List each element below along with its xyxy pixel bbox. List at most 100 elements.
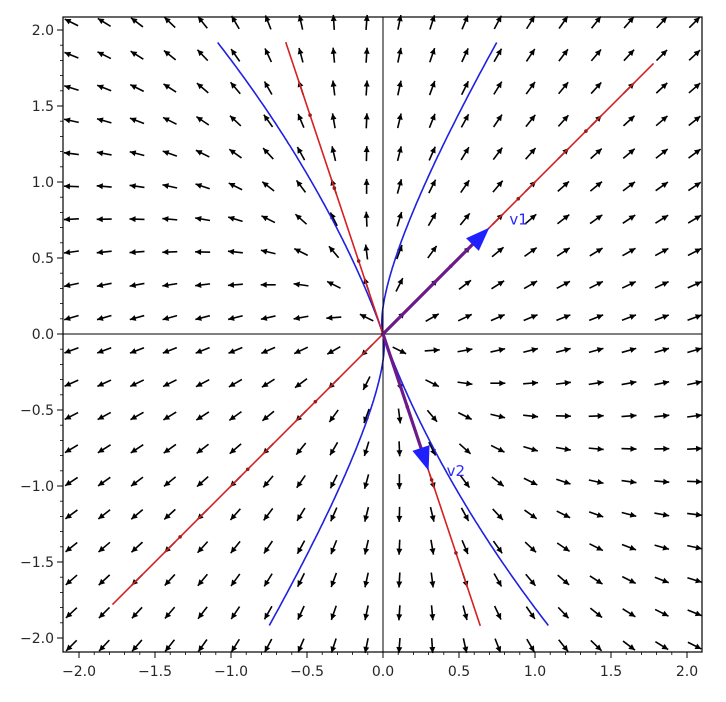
field-arrow-head xyxy=(129,150,137,157)
field-arrow-head xyxy=(63,183,71,190)
field-arrow-head xyxy=(66,644,73,651)
field-arrow-head xyxy=(695,577,702,584)
field-arrow-head xyxy=(131,513,138,520)
field-arrow-head xyxy=(264,645,271,653)
field-arrow-head xyxy=(98,480,105,486)
field-arrow-head xyxy=(196,447,204,454)
x-tick-label: 1.0 xyxy=(524,664,546,680)
field-arrow-head xyxy=(297,147,303,154)
field-arrow-head xyxy=(363,482,370,489)
field-arrow-head xyxy=(330,14,337,22)
field-arrow-head xyxy=(263,546,270,554)
field-arrow-head xyxy=(195,282,202,288)
field-arrow-head xyxy=(363,14,370,22)
x-tick-label: −1.5 xyxy=(138,664,172,680)
field-arrow-head xyxy=(396,581,403,588)
field-arrow-head xyxy=(528,612,535,619)
field-arrow-head xyxy=(264,612,271,620)
field-arrow-head xyxy=(130,447,138,453)
field-arrow-head xyxy=(495,48,502,56)
field-arrow-head xyxy=(96,216,103,223)
field-arrow-head xyxy=(563,314,571,320)
field-arrow-head xyxy=(230,513,237,521)
field-arrow-head xyxy=(429,48,436,55)
v2-shaft xyxy=(381,333,426,459)
field-arrow-head xyxy=(694,215,702,222)
field-arrow-head xyxy=(96,249,104,256)
field-arrow-head xyxy=(96,183,103,190)
field-arrow-head xyxy=(64,51,72,58)
field-arrow-head xyxy=(399,348,407,354)
field-arrow-head xyxy=(363,80,370,87)
field-arrow-head xyxy=(563,247,570,254)
field-arrow-head xyxy=(195,215,202,222)
field-arrow-head xyxy=(64,381,72,387)
field-arrow-head xyxy=(229,115,237,122)
field-arrow-head xyxy=(595,578,603,585)
field-arrow-head xyxy=(363,383,369,390)
x-tick-label: 0.5 xyxy=(448,664,470,680)
field-arrow-head xyxy=(464,280,471,287)
field-arrow-head xyxy=(262,414,269,421)
field-arrow-head xyxy=(131,546,138,553)
field-arrow-head xyxy=(396,417,403,424)
field-arrow-head xyxy=(330,113,337,120)
v2-arrowhead xyxy=(412,445,430,471)
field-arrow-head xyxy=(595,214,603,221)
field-arrow-head xyxy=(628,148,635,155)
x-tick-label: 2.0 xyxy=(676,664,698,680)
field-arrow-head xyxy=(462,48,469,56)
x-tick-label: 1.5 xyxy=(600,664,622,680)
field-arrow-head xyxy=(264,579,270,587)
field-arrow-head xyxy=(495,612,502,620)
field-arrow-head xyxy=(330,646,337,653)
y-tick-label: −1.0 xyxy=(20,479,54,495)
field-arrow-head xyxy=(97,414,105,420)
field-arrow-head xyxy=(429,646,436,654)
field-arrow-head xyxy=(96,117,104,124)
field-arrow-head xyxy=(363,178,370,185)
field-arrow-head xyxy=(597,380,604,386)
field-arrow-head xyxy=(530,281,538,287)
field-arrow-head xyxy=(662,347,670,353)
field-arrow-head xyxy=(530,479,538,485)
field-arrow-head xyxy=(695,511,703,518)
field-arrow-head xyxy=(463,180,470,187)
field-arrow-head xyxy=(596,281,603,287)
field-arrow-head xyxy=(497,446,505,453)
field-arrow-head xyxy=(530,247,537,254)
field-arrow-head xyxy=(629,281,636,287)
field-arrow-head xyxy=(293,314,301,321)
field-arrow-head xyxy=(661,610,669,617)
eigenline-marker xyxy=(516,196,521,201)
field-arrow-head xyxy=(497,480,504,487)
field-arrow-head xyxy=(597,478,604,485)
v2-label: v2 xyxy=(447,462,465,480)
field-arrow-head xyxy=(627,49,635,57)
field-arrow-head xyxy=(130,381,137,387)
field-arrow-head xyxy=(195,150,203,156)
field-arrow-head xyxy=(198,645,205,652)
field-arrow-head xyxy=(297,580,304,587)
field-arrow-head xyxy=(260,248,268,255)
field-arrow-head xyxy=(297,612,304,620)
field-arrow-head xyxy=(595,611,603,618)
field-arrow-head xyxy=(562,115,569,122)
field-arrow-head xyxy=(97,348,104,354)
field-arrow-head xyxy=(628,644,635,651)
field-arrow-head xyxy=(97,381,105,387)
field-arrow-head xyxy=(629,314,637,320)
v1-arrowhead xyxy=(466,227,490,251)
field-arrow-head xyxy=(694,281,702,287)
field-arrow-head xyxy=(530,512,537,519)
field-arrow-head xyxy=(463,147,469,154)
field-arrow-head xyxy=(297,514,303,521)
field-arrow-head xyxy=(629,544,637,551)
field-arrow-head xyxy=(429,80,436,88)
field-arrow-head xyxy=(163,83,171,90)
field-arrow-head xyxy=(432,313,439,320)
field-arrow-head xyxy=(531,380,539,387)
field-arrow-head xyxy=(496,114,503,122)
field-arrow-head xyxy=(695,445,703,452)
field-arrow-head xyxy=(196,480,204,487)
